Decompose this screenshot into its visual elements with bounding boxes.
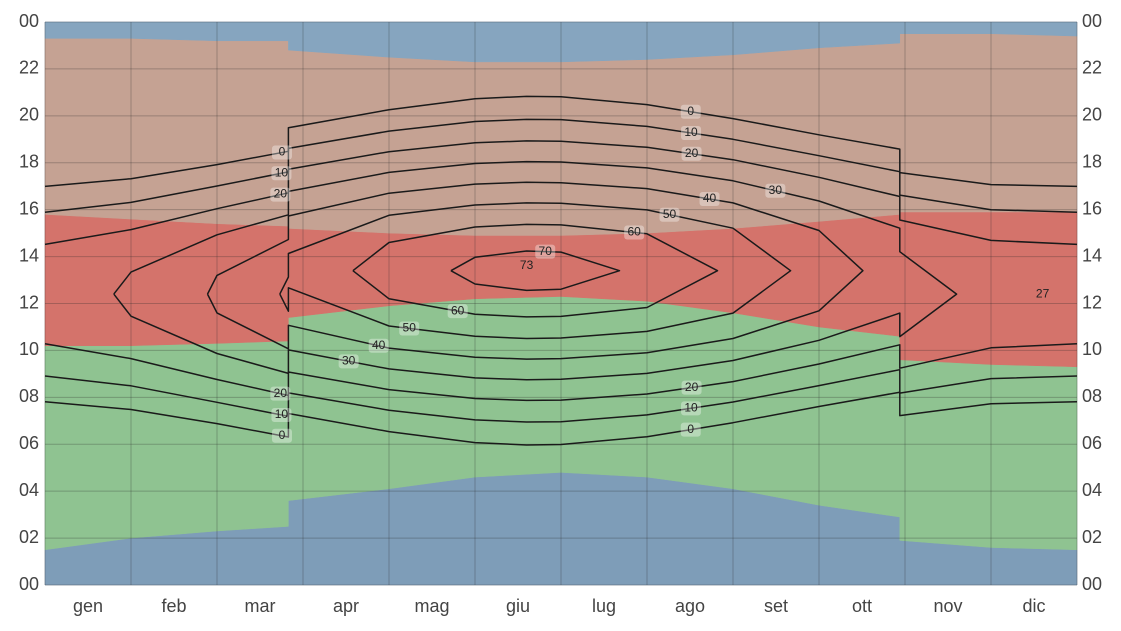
contour-label: 10 <box>684 125 698 139</box>
x-tick-label: nov <box>933 596 962 616</box>
contour-label-bg <box>271 428 292 443</box>
contour-label: 60 <box>451 303 465 317</box>
y-tick-label: 02 <box>19 527 39 547</box>
y2-tick-label: 12 <box>1082 292 1102 312</box>
x-tick-label: mar <box>245 596 276 616</box>
x-tick-label: set <box>764 596 788 616</box>
contour-label-bg <box>680 104 701 119</box>
contour-label: 50 <box>663 207 677 221</box>
x-tick-label: feb <box>161 596 186 616</box>
x-tick-label: mag <box>414 596 449 616</box>
y2-tick-label: 08 <box>1082 386 1102 406</box>
contour-label-bg <box>447 304 468 319</box>
x-tick-label: gen <box>73 596 103 616</box>
y-tick-label: 10 <box>19 339 39 359</box>
contour-label-bg <box>271 407 292 422</box>
x-tick-label: dic <box>1022 596 1045 616</box>
x-tick-label: giu <box>506 596 530 616</box>
y-tick-label: 00 <box>19 11 39 31</box>
y2-tick-label: 00 <box>1082 574 1102 594</box>
x-tick-label: ott <box>852 596 872 616</box>
contour-line <box>113 160 958 381</box>
contour-line <box>206 181 864 360</box>
contours <box>44 95 1078 446</box>
y2-tick-label: 22 <box>1082 58 1102 78</box>
annotation: 27 <box>1036 286 1050 300</box>
contour-label: 10 <box>684 400 698 414</box>
y2-tick-label: 06 <box>1082 433 1102 453</box>
contour-label-bg <box>680 422 701 437</box>
grid <box>44 21 1078 586</box>
x-tick-label: lug <box>592 596 616 616</box>
y-tick-label: 16 <box>19 198 39 218</box>
contour-line <box>279 202 792 340</box>
y-tick-label: 12 <box>19 292 39 312</box>
x-tick-label: apr <box>333 596 359 616</box>
contour-label-bg <box>270 386 291 401</box>
contour-label: 20 <box>685 146 699 160</box>
contour-label-bg <box>681 125 702 140</box>
contour-label: 50 <box>403 321 417 335</box>
y-tick-label: 14 <box>19 245 39 265</box>
y2-tick-label: 18 <box>1082 152 1102 172</box>
contour-label: 0 <box>279 428 286 442</box>
y2-tick-label: 20 <box>1082 105 1102 125</box>
contour-label: 70 <box>539 244 553 258</box>
contour-label: 10 <box>275 165 289 179</box>
contour-line <box>44 95 1078 446</box>
contour-label-bg <box>535 244 556 259</box>
contour-label-bg <box>681 380 702 395</box>
contour-label: 60 <box>627 225 641 239</box>
contour-label: 30 <box>769 183 783 197</box>
y-tick-label: 04 <box>19 480 39 500</box>
contour-label: 10 <box>275 407 289 421</box>
contour-label: 20 <box>685 380 699 394</box>
y2-tick-label: 04 <box>1082 480 1102 500</box>
contour-line <box>44 118 1078 423</box>
contour-label-bg <box>765 183 786 198</box>
contour-line <box>352 223 719 318</box>
y-tick-label: 22 <box>19 58 39 78</box>
contour-label-bg <box>681 401 702 416</box>
contour-label: 0 <box>687 422 694 436</box>
y2-tick-label: 02 <box>1082 527 1102 547</box>
contour-label-bg <box>681 146 702 161</box>
y2-tick-label: 16 <box>1082 198 1102 218</box>
contour-label-bg <box>659 207 680 222</box>
contour-label-bg <box>271 166 292 181</box>
contour-line <box>44 140 1078 402</box>
contour-label: 0 <box>687 104 694 118</box>
contour-label: 40 <box>372 338 386 352</box>
contour-label: 40 <box>703 191 717 205</box>
contour-label-bg <box>624 225 645 240</box>
y-tick-label: 00 <box>19 574 39 594</box>
x-tick-label: ago <box>675 596 705 616</box>
contour-label-bg <box>338 354 359 369</box>
y2-tick-label: 10 <box>1082 339 1102 359</box>
contour-label: 0 <box>279 145 286 159</box>
y2-tick-label: 00 <box>1082 11 1102 31</box>
contour-label-bg <box>399 321 420 336</box>
y-tick-label: 06 <box>19 433 39 453</box>
contour-label: 30 <box>342 353 356 367</box>
contour-label-bg <box>368 338 389 353</box>
contour-line <box>450 250 621 292</box>
annotation: 73 <box>520 258 534 272</box>
y-tick-label: 08 <box>19 386 39 406</box>
contour-label-bg <box>699 191 720 206</box>
contour-label: 20 <box>274 187 288 201</box>
contour-label-bg <box>271 145 292 160</box>
contour-label: 20 <box>274 386 288 400</box>
y2-tick-label: 14 <box>1082 245 1102 265</box>
y-tick-label: 18 <box>19 152 39 172</box>
contour-label-bg <box>270 187 291 202</box>
band <box>44 21 1078 63</box>
y-tick-label: 20 <box>19 105 39 125</box>
